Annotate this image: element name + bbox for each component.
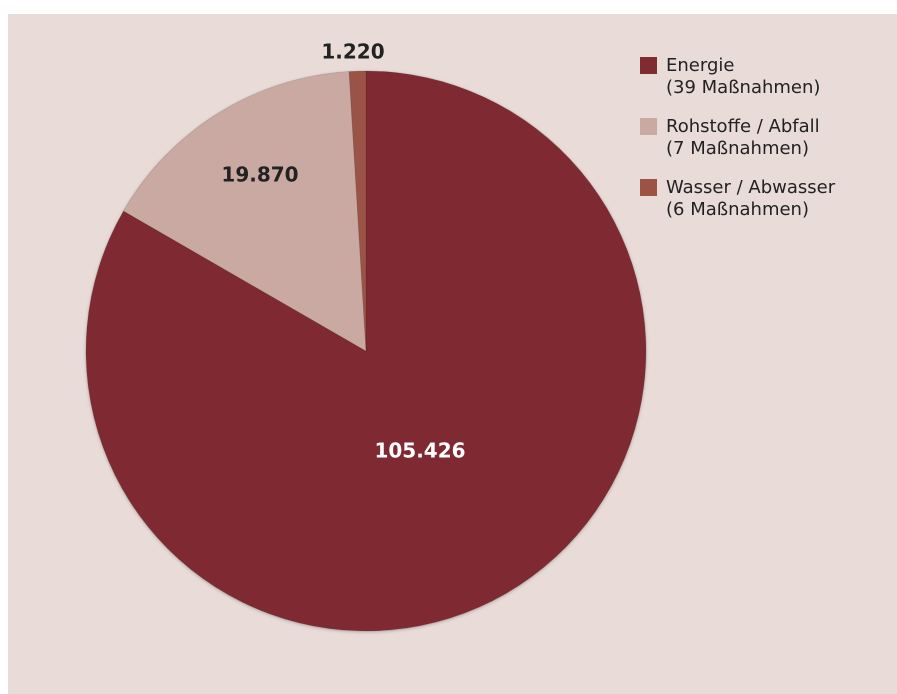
pie-slice-wasser-abwasser bbox=[348, 70, 367, 352]
legend-sublabel-rohstoffe-abfall: (7 Maßnahmen) bbox=[666, 138, 809, 159]
legend-label-energie: Energie bbox=[666, 55, 735, 76]
legend-label-wasser-abwasser: Wasser / Abwasser bbox=[666, 177, 836, 198]
legend-swatch-rohstoffe-abfall bbox=[640, 118, 657, 135]
data-label-wasser-abwasser: 1.220 bbox=[321, 40, 384, 64]
legend-sublabel-energie: (39 Maßnahmen) bbox=[666, 77, 821, 98]
legend-item-wasser-abwasser: Wasser / Abwasser (6 Maßnahmen) bbox=[640, 177, 835, 221]
legend-item-rohstoffe-abfall: Rohstoffe / Abfall (7 Maßnahmen) bbox=[640, 116, 835, 160]
chart-legend: Energie (39 Maßnahmen) Rohstoffe / Abfal… bbox=[640, 55, 835, 238]
legend-item-energie: Energie (39 Maßnahmen) bbox=[640, 55, 835, 99]
legend-label-rohstoffe-abfall: Rohstoffe / Abfall bbox=[666, 116, 820, 137]
data-label-rohstoffe-abfall: 19.870 bbox=[221, 163, 298, 187]
legend-sublabel-wasser-abwasser: (6 Maßnahmen) bbox=[666, 199, 809, 220]
legend-swatch-wasser-abwasser bbox=[640, 179, 657, 196]
data-label-energie: 105.426 bbox=[374, 439, 465, 463]
pie-slice-rohstoffe-abfall bbox=[122, 71, 367, 352]
legend-swatch-energie bbox=[640, 57, 657, 74]
